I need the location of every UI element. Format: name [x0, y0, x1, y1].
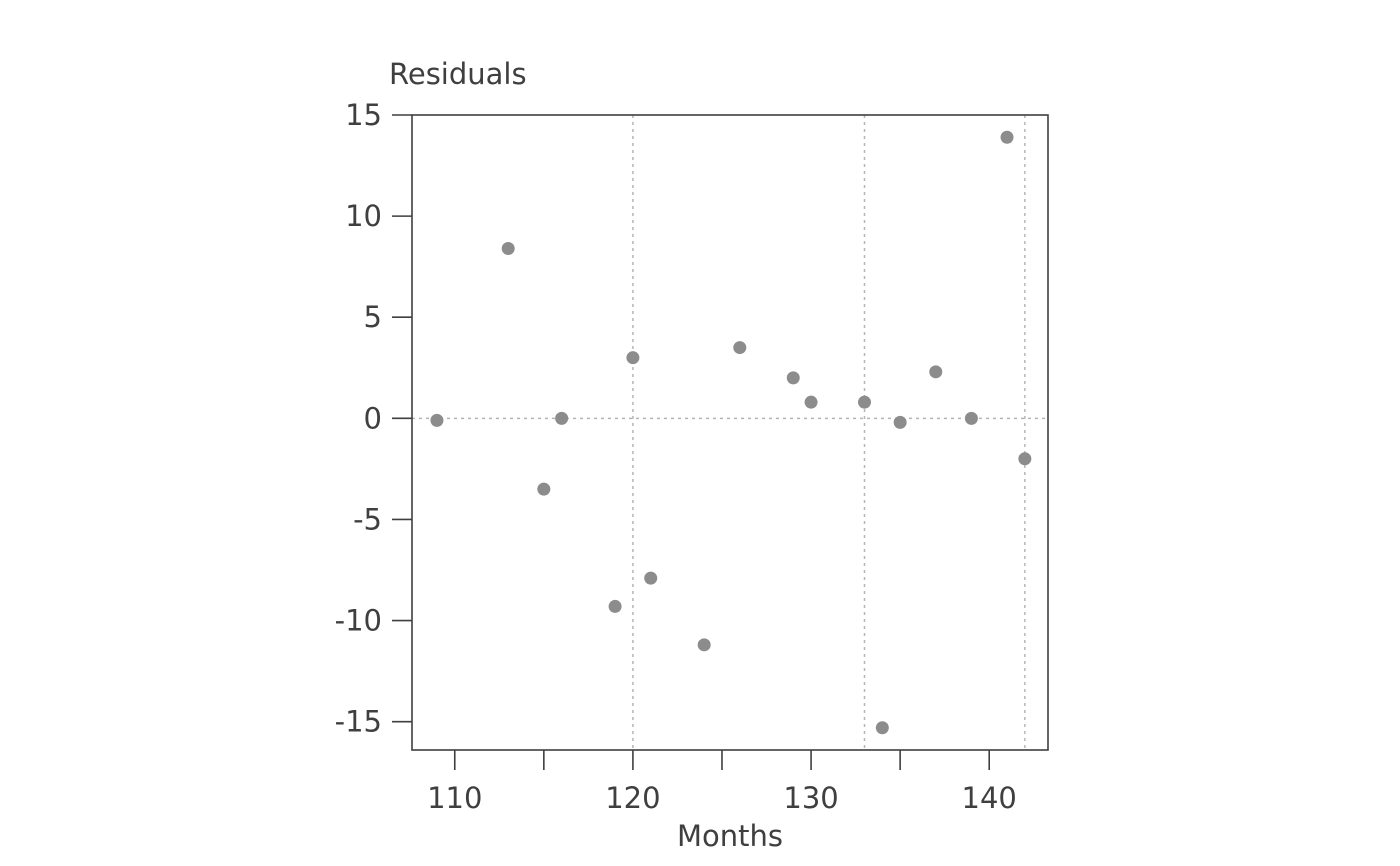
plot-frame [411, 114, 1049, 751]
data-point [733, 341, 747, 355]
y-axis: 15 10 5 0 -5 -10 -15 [335, 98, 412, 739]
x-tick-label: 120 [605, 781, 660, 815]
y-tick-label: 5 [364, 300, 382, 334]
y-tick-label: 10 [345, 199, 382, 233]
y-axis-title: Residuals [389, 57, 527, 91]
data-point [555, 411, 569, 425]
data-point [644, 571, 658, 585]
data-point [608, 599, 622, 613]
data-point [430, 413, 444, 427]
y-tick-label: -5 [353, 502, 382, 536]
data-point [804, 395, 818, 409]
y-tick-label: -15 [335, 705, 382, 739]
y-tick-label: -10 [335, 604, 382, 638]
data-point [893, 415, 907, 429]
data-point [964, 411, 978, 425]
y-tick-label: 0 [364, 401, 382, 435]
data-point [626, 351, 640, 365]
x-tick-label: 140 [962, 781, 1017, 815]
data-point [697, 638, 711, 652]
data-point [537, 482, 551, 496]
y-tick-label: 15 [345, 98, 382, 132]
data-points [430, 130, 1032, 735]
data-point [858, 395, 872, 409]
x-axis: 110 120 130 140 [427, 750, 1017, 815]
reference-lines [412, 115, 1048, 750]
x-axis-title: Months [677, 819, 783, 853]
data-point [501, 241, 515, 255]
data-point [786, 371, 800, 385]
data-point [1018, 452, 1032, 466]
data-point [929, 365, 943, 379]
data-point [875, 721, 889, 735]
data-point [1000, 130, 1014, 144]
x-tick-label: 130 [783, 781, 838, 815]
x-tick-label: 110 [427, 781, 482, 815]
